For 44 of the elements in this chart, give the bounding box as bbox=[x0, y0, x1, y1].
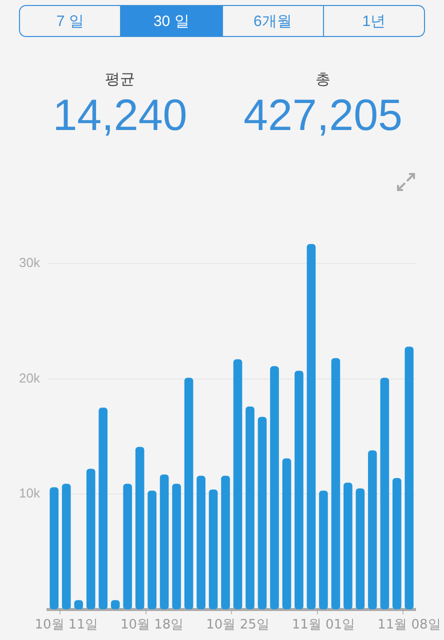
bar bbox=[246, 406, 254, 610]
text: 30 일 bbox=[120, 6, 222, 36]
text: 7 일 bbox=[55, 12, 85, 32]
bar bbox=[258, 416, 267, 610]
text: 427,205 bbox=[242, 91, 404, 141]
y-tick-label: 20k bbox=[19, 370, 40, 386]
bar bbox=[208, 490, 218, 610]
bar bbox=[184, 378, 194, 610]
x-tick-label: 10월 11일 bbox=[34, 618, 98, 633]
text: 1년 bbox=[322, 6, 424, 36]
x-tick-label: 10월 18일 bbox=[120, 618, 184, 633]
bar bbox=[98, 408, 108, 610]
bar bbox=[196, 476, 206, 610]
bar bbox=[319, 490, 328, 610]
bar bbox=[233, 359, 242, 610]
bar bbox=[380, 378, 390, 610]
bar bbox=[282, 458, 292, 610]
bar bbox=[306, 244, 316, 610]
y-tick-label: 10k bbox=[19, 486, 40, 501]
bar bbox=[135, 446, 144, 610]
x-tick-label: 11월 01일 bbox=[292, 618, 356, 633]
bar bbox=[294, 370, 304, 610]
text: 14,240 bbox=[52, 91, 188, 141]
bar bbox=[172, 484, 181, 610]
bar bbox=[356, 488, 365, 610]
bar bbox=[344, 482, 352, 610]
x-tick-label: 10월 25일 bbox=[206, 618, 270, 633]
text: 6개월 bbox=[222, 6, 323, 36]
bar bbox=[50, 487, 59, 610]
bar bbox=[331, 358, 340, 610]
bar bbox=[368, 450, 377, 610]
y-tick-label: 30k bbox=[19, 255, 40, 270]
text: 총 bbox=[314, 70, 332, 89]
bar bbox=[160, 474, 169, 610]
bar bbox=[270, 366, 279, 610]
text: 평균 bbox=[104, 70, 136, 89]
x-tick-label: 11월 08일 bbox=[378, 618, 441, 633]
bar bbox=[86, 468, 96, 610]
bar bbox=[404, 346, 414, 610]
bar bbox=[62, 484, 71, 610]
bar bbox=[221, 476, 230, 610]
bar bbox=[392, 478, 402, 610]
bar bbox=[123, 484, 132, 610]
bar bbox=[148, 490, 156, 610]
